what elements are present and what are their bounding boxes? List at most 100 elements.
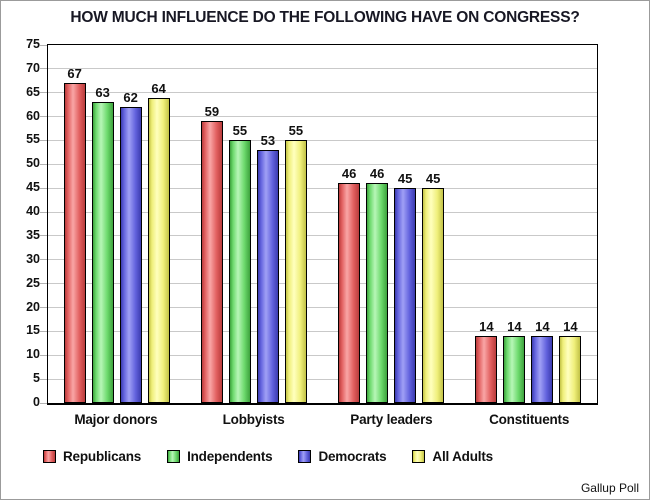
y-axis-label: 25 [26,275,40,290]
bar-value-label: 46 [341,166,357,182]
legend-label: All Adults [432,449,493,464]
y-axis-label: 75 [26,37,40,51]
y-axis-label: 5 [33,371,40,386]
gridline-45 [48,187,597,189]
y-axis-label: 10 [26,347,40,362]
y-tick-30 [40,259,47,261]
bar-republicans: 14 [475,319,498,403]
bar-value-label: 67 [67,66,82,82]
y-tick-35 [40,235,47,237]
legend-item-independents: Independents [167,449,273,464]
x-axis-label-lobbyists: Lobbyists [222,412,285,427]
bar-all-adults: 64 [147,81,170,403]
bar-value-label: 64 [151,80,166,96]
gridline-60 [48,116,597,118]
y-tick-25 [40,283,47,285]
y-axis-label: 30 [26,251,40,266]
y-tick-65 [40,92,47,94]
x-axis-label-major-donors: Major donors [74,412,158,427]
bar-republicans: 46 [338,166,361,403]
y-axis-label: 0 [33,395,40,409]
bar-value-label: 55 [232,123,248,139]
bar-democrats: 53 [256,133,279,403]
bar-all-adults: 45 [422,171,445,403]
gridline-40 [48,211,597,213]
bar-independents: 63 [91,85,114,403]
legend-item-all-adults: All Adults [412,449,493,464]
source-label: Gallup Poll [580,481,639,495]
y-tick-20 [40,307,47,309]
gridline-20 [48,307,597,309]
chart-title: HOW MUCH INFLUENCE DO THE FOLLOWING HAVE… [70,9,580,26]
gridline-50 [48,163,597,165]
legend-swatch [167,450,181,463]
y-axis-label: 50 [26,156,40,171]
gridline-10 [48,354,597,356]
bar-value-label: 53 [260,133,276,149]
bar-independents: 46 [366,166,389,403]
bar-independents: 14 [503,319,526,403]
bar-republicans: 67 [63,66,86,403]
bar-value-label: 46 [369,166,385,182]
y-axis-label: 20 [26,299,40,314]
bar-value-label: 14 [479,319,494,335]
gridline-35 [48,235,597,237]
y-axis-label: 45 [26,180,40,195]
gridline-55 [48,139,597,141]
bar-group-lobbyists: 59 55 53 55 [185,45,322,403]
x-axis-label-party-leaders: Party leaders [350,412,433,427]
bar-all-adults: 55 [284,123,307,403]
bar-value-label: 55 [288,123,304,139]
legend-item-democrats: Democrats [298,449,387,464]
bar-democrats: 14 [531,319,554,403]
bar-value-label: 62 [123,90,138,106]
gridline-25 [48,283,597,285]
y-tick-10 [40,354,47,356]
bar-value-label: 59 [204,104,220,120]
y-axis-labels: 0 5 10 15 20 25 30 35 40 45 50 55 60 65 70 75 [1,37,40,409]
plot-area: 67 63 62 64 59 55 53 55 46 46 45 45 14 14 14 14 [40,44,598,405]
legend-label: Democrats [318,449,387,464]
gridline-65 [48,92,597,94]
legend-swatch [412,450,426,463]
y-tick-5 [40,378,47,380]
gridline-70 [48,68,597,70]
bar-value-label: 45 [397,171,413,187]
bar-value-label: 14 [507,319,522,335]
bar-group-constituents: 14 14 14 14 [460,45,597,403]
legend-swatch [43,450,56,463]
bar-democrats: 45 [394,171,417,403]
y-axis-label: 40 [26,204,40,219]
legend-swatch [298,450,312,463]
gridline-15 [48,330,597,332]
legend-label: Independents [187,449,273,464]
y-tick-40 [40,211,47,213]
legend-label: Republicans [63,449,142,464]
bar-group-party-leaders: 46 46 45 45 [323,45,460,403]
gridline-30 [48,259,597,261]
bar-value-label: 63 [95,85,110,101]
x-axis-labels: Major donors Lobbyists Party leaders Consti… [47,412,598,427]
bar-independents: 55 [228,123,251,403]
bar-value-label: 14 [535,319,550,335]
y-tick-0 [40,402,47,404]
y-tick-70 [40,68,47,70]
y-axis-label: 15 [26,323,40,338]
bar-democrats: 62 [119,90,142,403]
y-tick-55 [40,139,47,141]
y-tick-15 [40,330,47,332]
y-tick-75 [40,44,47,46]
y-axis-label: 55 [26,132,40,147]
y-axis-label: 35 [26,227,40,242]
bar-value-label: 14 [563,319,578,335]
y-axis-label: 65 [26,84,40,99]
y-axis-label: 70 [26,60,40,75]
y-tick-60 [40,116,47,118]
y-axis-label: 60 [26,108,40,123]
gridline-5 [48,378,597,380]
bar-republicans: 59 [200,104,223,403]
y-tick-45 [40,187,47,189]
x-axis-label-constituents: Constituents [489,412,570,427]
bar-all-adults: 14 [559,319,582,403]
